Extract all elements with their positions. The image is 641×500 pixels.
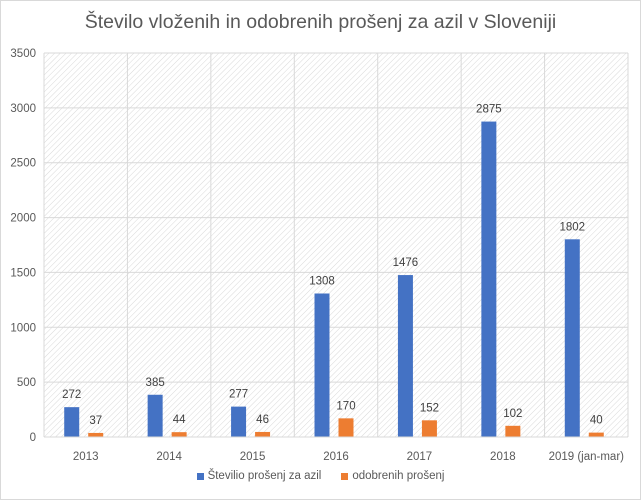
data-label: 1308: [309, 275, 335, 287]
y-tick-label: 2500: [10, 158, 36, 170]
bar-approved: [88, 432, 104, 437]
bar-submitted: [147, 394, 163, 437]
x-tick-label: 2014: [156, 451, 182, 463]
data-label: 46: [256, 414, 269, 426]
bar-approved: [338, 418, 354, 437]
data-label: 44: [173, 414, 186, 426]
legend-item: Številio prošenj za azil: [196, 470, 322, 482]
legend-label: Številio prošenj za azil: [207, 470, 322, 482]
bar-approved: [255, 431, 271, 437]
bar-submitted: [481, 121, 497, 438]
plot-background: [44, 53, 628, 437]
bar-approved: [505, 425, 521, 437]
y-tick-label: 3500: [10, 48, 36, 60]
y-tick-label: 1000: [10, 322, 36, 334]
x-tick-label: 2013: [73, 451, 99, 463]
y-tick-label: 3000: [10, 103, 36, 115]
legend-swatch: [341, 472, 349, 480]
bar-approved: [421, 420, 437, 437]
bar-approved: [171, 432, 187, 437]
x-tick-label: 2016: [323, 451, 349, 463]
legend-swatch: [196, 472, 204, 480]
data-label: 385: [146, 377, 165, 389]
data-label: 277: [229, 389, 248, 401]
y-tick-label: 500: [17, 377, 36, 389]
data-label: 102: [503, 408, 522, 420]
data-label: 37: [89, 415, 102, 427]
data-label: 170: [336, 400, 355, 412]
y-tick-label: 2000: [10, 213, 36, 225]
y-tick-label: 0: [30, 432, 36, 444]
bar-submitted: [231, 406, 247, 437]
data-label: 272: [62, 389, 81, 401]
bar-submitted: [397, 275, 413, 437]
data-label: 2875: [476, 104, 502, 116]
data-label: 40: [590, 415, 603, 427]
chart-legend: Številio prošenj za azil odobrenih prošen…: [0, 470, 641, 483]
data-label: 1802: [559, 221, 585, 233]
x-tick-label: 2018: [490, 451, 516, 463]
data-label: 152: [420, 402, 439, 414]
bar-submitted: [64, 407, 80, 437]
data-label: 1476: [393, 257, 419, 269]
x-tick-label: 2019 (jan-mar): [549, 451, 625, 463]
y-tick-label: 1500: [10, 267, 36, 279]
chart-title: Število vloženih in odobrenih prošenj za…: [84, 11, 557, 33]
bar-submitted: [314, 293, 330, 437]
bar-approved: [588, 432, 604, 437]
bar-submitted: [564, 239, 580, 437]
legend-label: odobrenih prošenj: [352, 470, 445, 482]
x-tick-label: 2015: [240, 451, 266, 463]
legend-item: odobrenih prošenj: [341, 470, 444, 482]
x-tick-label: 2017: [407, 451, 433, 463]
